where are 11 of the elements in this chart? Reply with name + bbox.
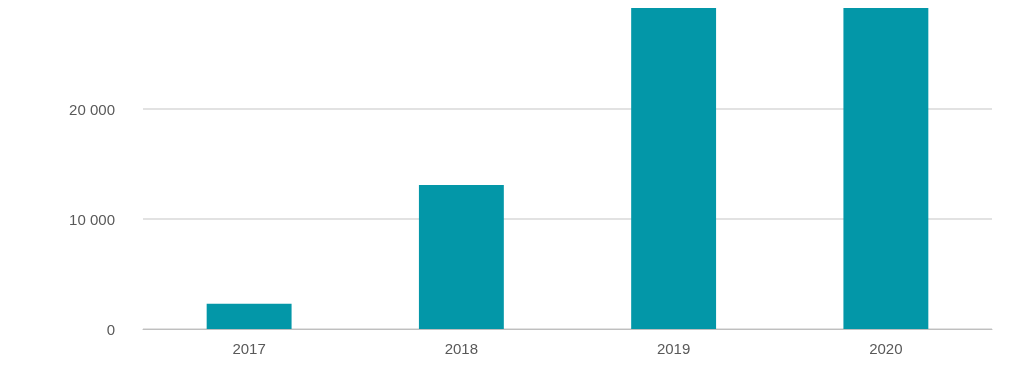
bar xyxy=(631,8,717,329)
y-tick-label: 10 000 xyxy=(69,210,115,228)
y-tick-label: 20 000 xyxy=(69,100,115,118)
y-tick-label: 0 xyxy=(106,320,115,338)
bar xyxy=(843,8,929,329)
x-tick-label: 2020 xyxy=(869,340,903,357)
x-tick-label: 2017 xyxy=(232,340,266,357)
bar xyxy=(418,184,504,329)
x-tick-label: 2019 xyxy=(656,340,691,357)
x-tick-label: 2018 xyxy=(444,340,479,357)
bar xyxy=(206,303,292,329)
